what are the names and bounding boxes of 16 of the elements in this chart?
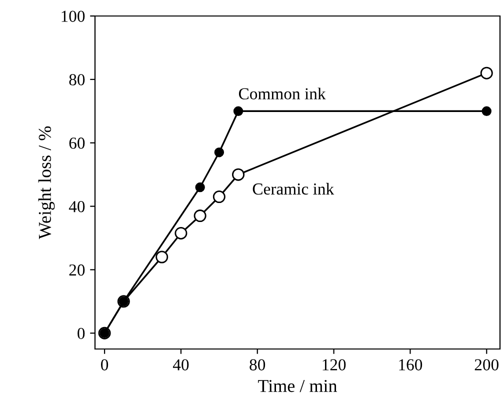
y-tick-label: 60 xyxy=(69,138,85,149)
x-tick-label: 200 xyxy=(474,359,498,370)
y-tick-label: 20 xyxy=(69,264,85,276)
x-tick-label: 160 xyxy=(399,359,422,370)
y-tick-label: 100 xyxy=(62,10,85,22)
x-tick-label: 120 xyxy=(322,359,346,370)
y-tick-label: 40 xyxy=(68,200,85,212)
x-tick-label: 80 xyxy=(250,359,266,370)
series-label: Ceramic ink xyxy=(252,182,334,195)
x-axis-title: Time / min xyxy=(258,380,338,392)
series-label: Common ink xyxy=(238,88,326,100)
y-tick-label: 0 xyxy=(78,328,85,340)
x-tick-label: 0 xyxy=(101,359,108,370)
y-tick-label: 80 xyxy=(69,74,85,86)
y-axis-title: Weight loss / % xyxy=(38,126,55,240)
x-tick-label: 40 xyxy=(172,359,189,370)
